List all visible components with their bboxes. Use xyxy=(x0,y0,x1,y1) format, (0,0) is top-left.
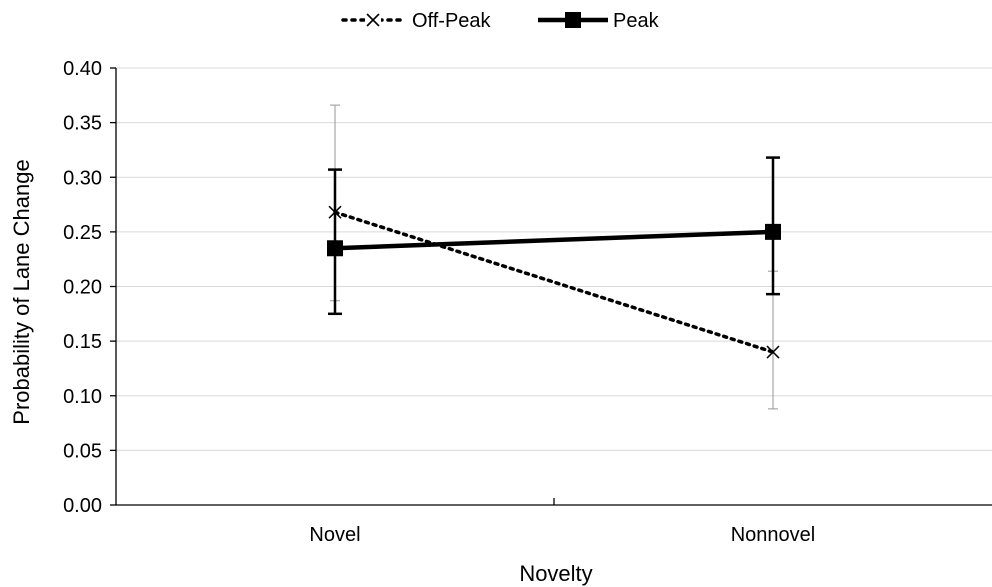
y-tick-label: 0.00 xyxy=(63,495,102,517)
legend: Off-Peak Peak xyxy=(341,10,660,32)
x-axis-label: Novelty xyxy=(519,561,592,586)
x-marker-stroke xyxy=(766,345,780,359)
x-tick-label: Nonnovel xyxy=(731,524,816,546)
x-tick-label: Novel xyxy=(309,524,360,546)
legend-marker-x xyxy=(366,13,380,27)
x-tick-labels: Novel Nonnovel xyxy=(309,524,815,546)
y-tick-label: 0.15 xyxy=(63,331,102,353)
legend-marker-square xyxy=(565,12,581,28)
legend-label: Peak xyxy=(613,10,660,32)
data-point-square xyxy=(765,223,781,240)
data-point-square xyxy=(327,240,343,257)
y-tick-labels: 0.00 0.05 0.10 0.15 0.20 0.25 0.30 0.35 0.40 xyxy=(63,58,102,517)
series-line xyxy=(334,229,774,251)
y-tick-label: 0.25 xyxy=(63,222,102,244)
series-layer xyxy=(327,104,781,410)
gridlines xyxy=(116,67,992,451)
y-axis-label: Probability of Lane Change xyxy=(9,159,34,424)
legend-item-off-peak: Off-Peak xyxy=(341,10,492,32)
legend-item-peak: Peak xyxy=(538,10,660,32)
y-tick-label: 0.10 xyxy=(63,386,102,408)
series-line xyxy=(333,210,775,354)
series-off-peak xyxy=(328,104,780,410)
series-peak xyxy=(327,156,781,316)
axes xyxy=(110,67,992,506)
y-tick-label: 0.20 xyxy=(63,277,102,299)
data-point-x xyxy=(766,345,780,359)
y-tick-label: 0.30 xyxy=(63,167,102,189)
y-tick-label: 0.05 xyxy=(63,440,102,462)
y-tick-label: 0.40 xyxy=(63,58,102,80)
y-tick-label: 0.35 xyxy=(63,113,102,135)
legend-label: Off-Peak xyxy=(412,10,492,32)
